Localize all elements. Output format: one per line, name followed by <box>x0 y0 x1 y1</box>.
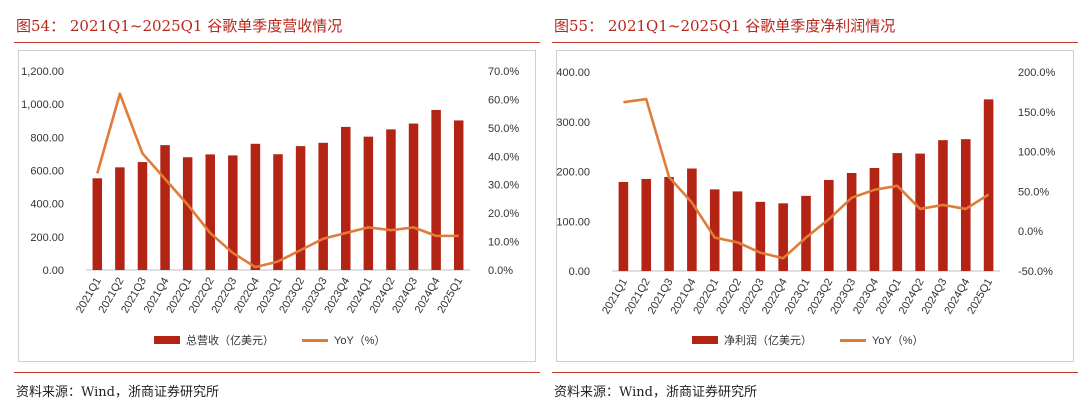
right-axis-tick-label: 30.0% <box>488 180 519 192</box>
bar <box>824 179 834 271</box>
bar <box>228 155 238 270</box>
right-axis-tick-label: 60.0% <box>488 94 519 106</box>
right-axis-tick-label: 50.0% <box>488 123 519 135</box>
bar <box>273 154 283 270</box>
net-income-panel: 图55： 2021Q1~2025Q1 谷歌单季度净利润情况 0.00 100.00… <box>552 0 1078 413</box>
bar <box>250 143 261 270</box>
bar <box>341 126 351 270</box>
legend-item-yoy: YoY（%） <box>840 332 924 348</box>
bar <box>318 142 328 270</box>
right-axis-tick-label: 0.0% <box>1018 226 1043 238</box>
left-axis-tick-label: 200.00 <box>30 232 64 244</box>
bar <box>664 176 674 271</box>
bar <box>778 203 788 271</box>
left-axis-tick-label: 0.00 <box>43 265 64 277</box>
bar <box>801 195 811 271</box>
chart-frame <box>556 50 1074 362</box>
left-axis-tick-label: 600.00 <box>30 166 64 178</box>
left-axis-tick-label: 1,000.00 <box>21 99 64 111</box>
right-axis-tick-label: 10.0% <box>488 237 519 249</box>
bar <box>618 181 629 271</box>
bar <box>205 154 215 270</box>
revenue-legend: 总营收（亿美元） YoY（%） <box>154 332 386 348</box>
legend-item-revenue: 总营收（亿美元） <box>154 332 274 348</box>
bar <box>431 109 441 271</box>
right-axis-tick-label: 50.0% <box>1018 186 1049 198</box>
left-axis-tick-label: 400.00 <box>556 67 590 79</box>
left-axis-tick-label: 800.00 <box>30 132 64 144</box>
bar <box>408 123 419 270</box>
title-rule <box>552 42 1078 43</box>
legend-bar-swatch <box>154 336 180 344</box>
left-axis-tick-label: 400.00 <box>30 199 64 211</box>
bar <box>869 168 880 271</box>
bar <box>453 120 464 270</box>
net-income-legend: 净利润（亿美元） YoY（%） <box>692 332 924 348</box>
bar <box>386 129 396 270</box>
bar <box>115 167 125 270</box>
right-axis-tick-label: 0.0% <box>488 265 513 277</box>
source-note: 资料来源：Wind，浙商证券研究所 <box>554 385 757 400</box>
bar <box>732 191 743 271</box>
bar <box>846 172 857 271</box>
right-axis-tick-label: 70.0% <box>488 66 519 78</box>
left-axis-tick-label: 0.00 <box>569 266 590 278</box>
left-axis-tick-label: 1,200.00 <box>21 66 64 78</box>
legend-line-swatch <box>302 338 328 342</box>
bar <box>641 178 652 271</box>
source-rule <box>552 372 1078 373</box>
right-axis-tick-label: -50.0% <box>1018 266 1053 278</box>
bar <box>295 146 306 270</box>
bar <box>892 153 903 271</box>
net-income-chart-title: 图55： 2021Q1~2025Q1 谷歌单季度净利润情况 <box>554 17 896 35</box>
right-axis-tick-label: 40.0% <box>488 151 519 163</box>
chart-frame <box>18 50 536 362</box>
bar <box>92 178 103 270</box>
right-axis-tick-label: 20.0% <box>488 208 519 220</box>
legend-bar-label: 总营收（亿美元） <box>186 335 274 347</box>
bar <box>182 157 193 270</box>
bar <box>687 168 697 271</box>
left-axis-tick-label: 200.00 <box>556 167 590 179</box>
legend-line-label: YoY（%） <box>334 335 386 347</box>
bar <box>915 153 925 271</box>
source-rule <box>14 372 540 373</box>
source-note: 资料来源：Wind，浙商证券研究所 <box>16 385 219 400</box>
legend-bar-label: 净利润（亿美元） <box>724 335 812 347</box>
left-axis-tick-label: 300.00 <box>556 117 590 129</box>
right-axis-tick-label: 200.0% <box>1018 67 1056 79</box>
bar <box>983 99 994 271</box>
net-income-chart: 0.00 100.00 200.00 300.00 400.00 -50.0% 0.0% 50… <box>556 67 1056 316</box>
title-rule <box>14 42 540 43</box>
bar <box>363 136 374 270</box>
legend-item-yoy: YoY（%） <box>302 332 386 348</box>
left-axis-tick-label: 100.00 <box>556 216 590 228</box>
legend-bar-swatch <box>692 336 718 344</box>
legend-line-swatch <box>840 338 866 342</box>
bar <box>709 189 720 271</box>
right-axis-tick-label: 100.0% <box>1018 147 1056 159</box>
bar <box>137 162 148 270</box>
revenue-panel: 图54： 2021Q1~2025Q1 谷歌单季度营收情况 0.00 200.00 4… <box>14 0 540 413</box>
bar <box>160 145 170 270</box>
revenue-chart-title: 图54： 2021Q1~2025Q1 谷歌单季度营收情况 <box>16 17 343 35</box>
bar <box>755 201 766 271</box>
legend-item-net-income: 净利润（亿美元） <box>692 332 812 348</box>
revenue-chart: 0.00 200.00 400.00 600.00 800.00 1,000.00 1,20… <box>21 66 519 315</box>
legend-line-label: YoY（%） <box>872 335 924 347</box>
right-axis-tick-label: 150.0% <box>1018 107 1056 119</box>
bar <box>960 139 971 271</box>
